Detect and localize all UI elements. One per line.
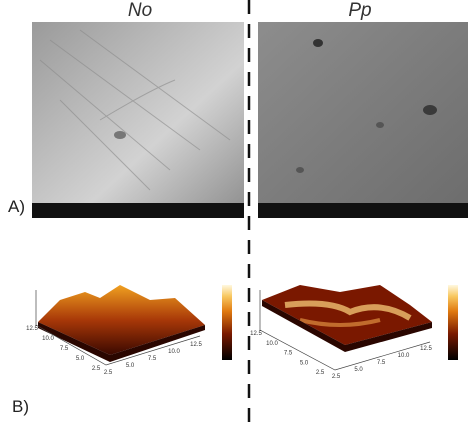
axis-tick-label: 12.5 <box>190 342 202 348</box>
axis-tick-label: 2.5 <box>92 366 101 372</box>
column-label: No <box>128 0 152 21</box>
axis-tick-label: 12.5 <box>26 326 38 332</box>
axis-tick-label: 2.5 <box>316 370 325 376</box>
axis-tick-label: 12.5 <box>250 331 262 337</box>
axis-tick-label: 5.0 <box>126 363 135 369</box>
sem-image <box>32 22 244 218</box>
axis-tick-label: 2.5 <box>332 374 341 380</box>
axis-tick-label: 10.0 <box>398 353 410 359</box>
axis-tick-label: 5.0 <box>354 367 363 373</box>
axis-tick-label: 7.5 <box>377 360 386 366</box>
axis-tick-label: 10.0 <box>266 341 278 347</box>
axis-tick-label: 5.0 <box>76 356 85 362</box>
axis-tick-label: 7.5 <box>148 356 157 362</box>
axis-tick-label: 10.0 <box>168 349 180 355</box>
axis-tick-label: 7.5 <box>284 351 293 357</box>
colorbar <box>448 285 458 360</box>
axis-tick-label: 5.0 <box>300 360 309 366</box>
afm-surface <box>259 285 432 371</box>
axis-tick-label: 10.0 <box>42 336 54 342</box>
axis-tick-label: 12.5 <box>420 346 432 352</box>
column-label: Pp <box>348 0 371 21</box>
axis-tick-label: 7.5 <box>60 346 69 352</box>
sem-image <box>258 22 468 218</box>
axis-tick-label: 2.5 <box>104 370 113 376</box>
panel-label: B) <box>12 397 29 416</box>
colorbar <box>222 285 232 360</box>
afm-surface <box>35 285 205 366</box>
panel-label: A) <box>8 197 25 216</box>
